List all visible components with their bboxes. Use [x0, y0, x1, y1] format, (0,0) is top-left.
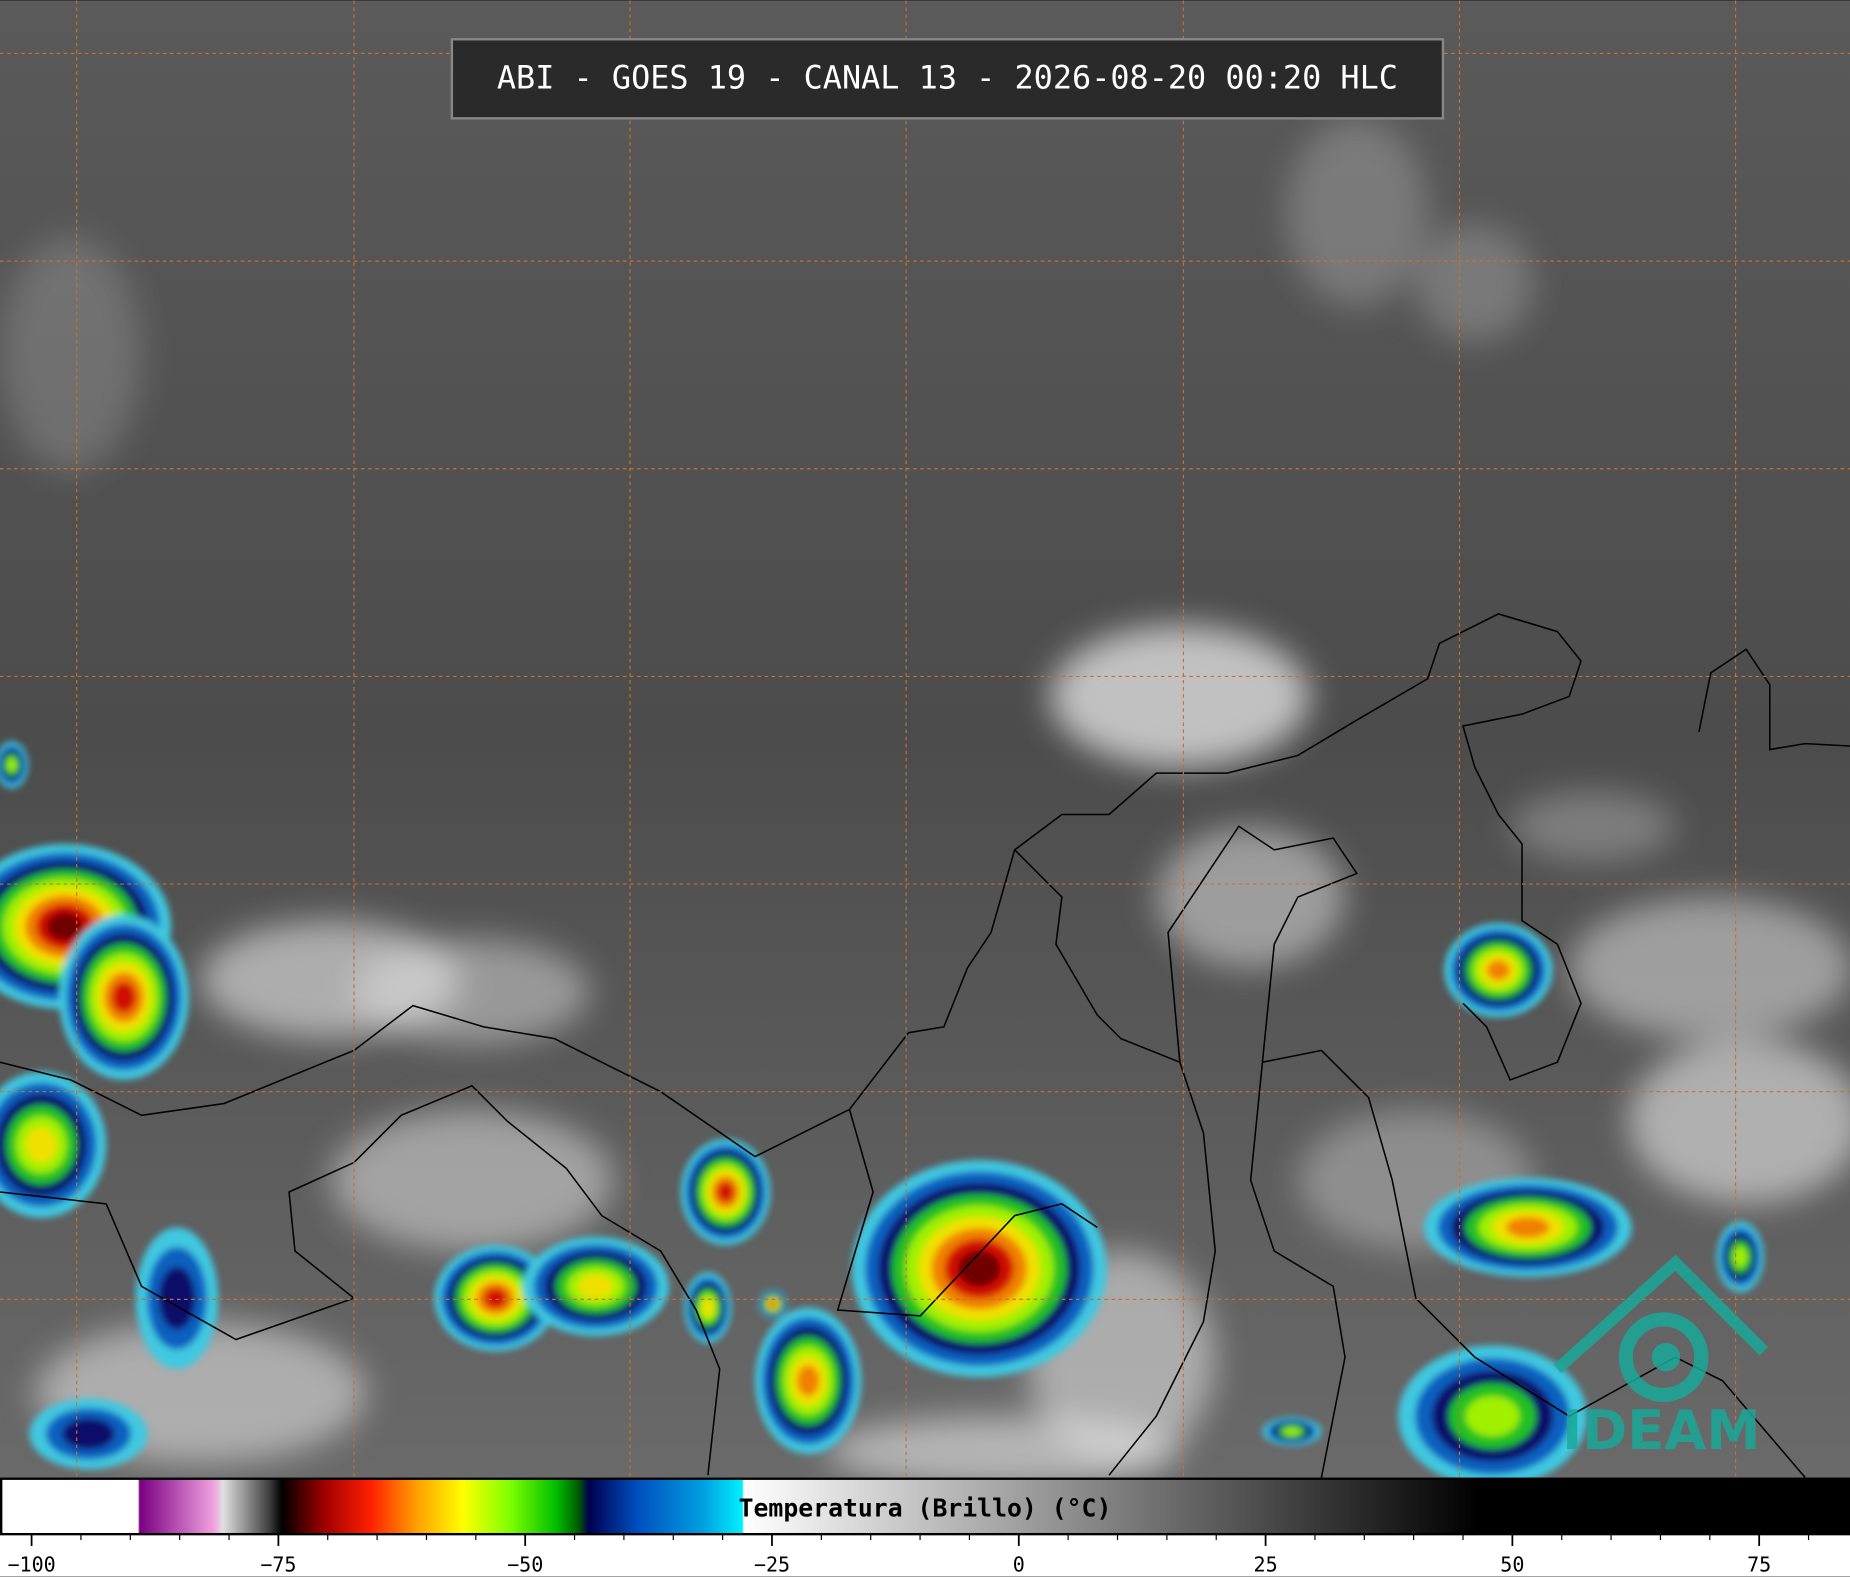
storm-level	[1733, 1246, 1748, 1268]
storm-level	[797, 1365, 820, 1397]
storm-level	[1465, 1395, 1520, 1437]
storm-level	[1506, 1216, 1550, 1238]
cloud	[1286, 118, 1428, 308]
logo-text: IDEAM	[1562, 1399, 1760, 1462]
storm-level	[770, 1301, 776, 1307]
storm-level	[158, 1266, 196, 1330]
storm-level	[111, 981, 136, 1013]
colorbar-tick-label: −50	[507, 1553, 543, 1577]
storm-level	[1486, 960, 1510, 981]
storm-level	[1283, 1427, 1301, 1436]
storms	[0, 741, 1764, 1487]
cloud	[1050, 625, 1310, 768]
colorbar-tick-label: −25	[754, 1553, 790, 1577]
cloud	[0, 236, 142, 473]
cloud	[1415, 224, 1534, 343]
storm-level	[578, 1274, 614, 1299]
colorbar-tick-label: −75	[260, 1553, 296, 1577]
title: ABI - GOES 19 - CANAL 13 - 2026-08-20 00…	[497, 58, 1398, 96]
storm-level	[484, 1288, 507, 1309]
colorbar	[0, 1477, 1850, 1536]
colorbar-tick-label: 0	[1013, 1553, 1025, 1577]
coastlines	[0, 613, 1850, 1479]
storm-level	[7, 758, 17, 772]
colorbar-tick-label: 75	[1747, 1553, 1771, 1577]
storm-level	[702, 1299, 714, 1317]
cloud	[1569, 897, 1850, 1039]
colorbar-tick-label: −100	[7, 1553, 55, 1577]
cloud	[1510, 790, 1676, 862]
colorbar-axis: −100 −75 −50 −25 0 25 50 75	[7, 1534, 1810, 1577]
storm-level	[25, 1127, 58, 1163]
title-box	[450, 38, 1445, 120]
storm-level	[717, 1182, 734, 1202]
cloud	[330, 1109, 614, 1251]
cloud	[353, 938, 590, 1045]
storm-level	[47, 912, 83, 941]
cloud	[1156, 826, 1346, 968]
storm-level	[958, 1250, 1001, 1287]
cloud	[1628, 1038, 1850, 1204]
storm-level	[62, 1418, 115, 1450]
colorbar-label: Temperatura (Brillo) (°C)	[739, 1493, 1112, 1522]
colorbar-tick-label: 50	[1500, 1553, 1524, 1577]
cloud	[825, 1416, 1180, 1487]
colorbar-tick-label: 25	[1254, 1553, 1278, 1577]
logo: IDEAM	[1553, 1254, 1769, 1462]
graticule	[0, 0, 1850, 1478]
